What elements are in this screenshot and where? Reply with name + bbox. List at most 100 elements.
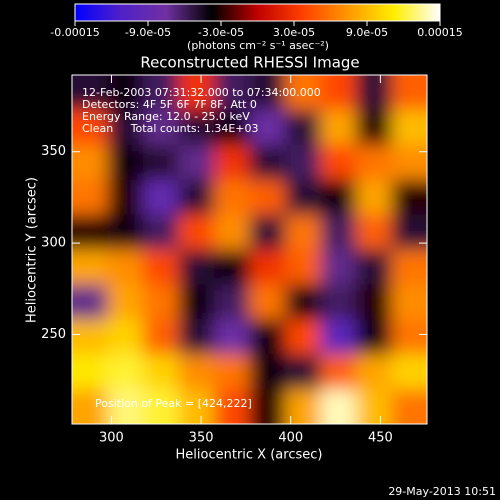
x-tick-label: 300 — [99, 431, 124, 446]
heat-cell — [143, 284, 179, 320]
colorbar-tick-label: -0.00015 — [50, 26, 99, 39]
heat-cell — [249, 75, 286, 111]
heat-cell — [320, 284, 357, 320]
heat-cell — [72, 249, 108, 285]
heat-cell — [72, 319, 108, 355]
heat-cell — [214, 284, 250, 320]
heat-cell — [320, 179, 357, 216]
heat-cell — [178, 109, 215, 146]
heat-cell — [107, 319, 144, 355]
heat-cell — [391, 179, 427, 216]
heat-cell — [285, 319, 321, 355]
x-tick-label: 400 — [278, 431, 303, 446]
heat-cell — [178, 249, 215, 285]
heat-cell — [285, 284, 321, 320]
x-tick-label: 350 — [189, 431, 214, 446]
heat-cell — [320, 75, 357, 111]
heat-cell — [143, 179, 179, 216]
heatmap-cells — [72, 75, 427, 424]
heat-cell — [249, 144, 286, 181]
chart-title: Reconstructed RHESSI Image — [140, 54, 359, 72]
heat-cell — [107, 354, 144, 390]
heat-cell — [143, 319, 179, 355]
heat-cell — [391, 389, 427, 424]
heat-cell — [178, 284, 215, 320]
colorbar-tick-label: -3.0e-05 — [198, 26, 244, 39]
heat-cell — [143, 75, 179, 111]
heat-cell — [107, 214, 144, 250]
heat-cell — [356, 249, 392, 285]
heat-cell — [391, 75, 427, 111]
heat-cell — [72, 284, 108, 320]
colorbar-tick-label: -9.0e-05 — [125, 26, 171, 39]
heat-cell — [285, 354, 321, 390]
heat-cell — [72, 214, 108, 250]
heat-cell — [72, 389, 108, 424]
heat-cell — [214, 389, 250, 424]
y-tick-label: 350 — [41, 144, 66, 159]
heat-cell — [178, 214, 215, 250]
y-tick-label: 300 — [41, 236, 66, 251]
heat-cell — [285, 144, 321, 181]
heat-cell — [214, 354, 250, 390]
heat-cell — [107, 249, 144, 285]
heat-cell — [249, 319, 286, 355]
heat-cell — [249, 179, 286, 216]
heat-cell — [356, 319, 392, 355]
heat-cell — [249, 284, 286, 320]
heat-cell — [143, 144, 179, 181]
heat-cell — [214, 144, 250, 181]
heat-cell — [285, 179, 321, 216]
heat-cell — [143, 109, 179, 146]
heat-cell — [107, 144, 144, 181]
annotation: 12-Feb-2003 07:31:32.000 to 07:34:00.000 — [82, 86, 321, 99]
heat-cell — [356, 179, 392, 216]
y-axis-label: Heliocentric Y (arcsec) — [25, 177, 40, 323]
heat-cell — [178, 389, 215, 424]
heat-cell — [320, 389, 357, 424]
y-tick-label: 250 — [41, 327, 66, 342]
heat-cell — [391, 284, 427, 320]
heat-cell — [285, 214, 321, 250]
heat-cell — [214, 214, 250, 250]
heat-cell — [356, 214, 392, 250]
heat-cell — [72, 75, 108, 111]
x-tick-label: 450 — [368, 431, 393, 446]
heat-cell — [391, 319, 427, 355]
heat-cell — [214, 109, 250, 146]
heat-cell — [356, 144, 392, 181]
heat-cell — [320, 109, 357, 146]
x-axis-label: Heliocentric X (arcsec) — [176, 448, 323, 463]
heat-cell — [107, 179, 144, 216]
heat-cell — [178, 179, 215, 216]
heat-cell — [72, 144, 108, 181]
heat-cell — [72, 109, 108, 146]
heat-cell — [107, 284, 144, 320]
heat-cell — [320, 354, 357, 390]
heat-cell — [391, 144, 427, 181]
heat-cell — [214, 75, 250, 111]
colorbar-tick-label: 3.0e-05 — [273, 26, 315, 39]
colorbar-tick-label: 0.00015 — [417, 26, 463, 39]
heat-cell — [356, 284, 392, 320]
heat-cell — [143, 214, 179, 250]
heatmap — [72, 75, 427, 424]
heat-cell — [107, 109, 144, 146]
heat-cell — [285, 109, 321, 146]
heat-cell — [72, 354, 108, 390]
heat-cell — [178, 144, 215, 181]
heat-cell — [143, 249, 179, 285]
heat-cell — [320, 319, 357, 355]
heat-cell — [107, 75, 144, 111]
heat-cell — [285, 249, 321, 285]
heat-cell — [356, 109, 392, 146]
heat-cell — [72, 179, 108, 216]
heat-cell — [143, 389, 179, 424]
annotation: Clean Total counts: 1.34E+03 — [82, 122, 259, 135]
heat-cell — [320, 144, 357, 181]
heat-cell — [249, 249, 286, 285]
annotation: Energy Range: 12.0 - 25.0 keV — [82, 110, 250, 123]
heat-cell — [143, 354, 179, 390]
colorbar-tick-label: 9.0e-05 — [346, 26, 388, 39]
heat-cell — [214, 179, 250, 216]
